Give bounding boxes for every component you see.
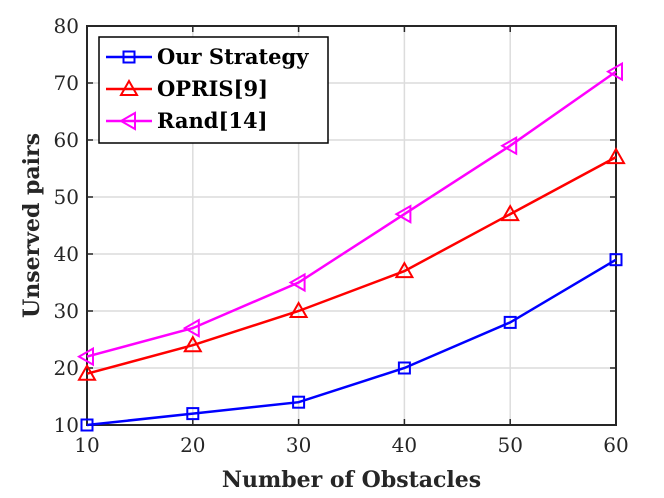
x-tick-label: 40 bbox=[392, 433, 417, 457]
data-point-marker bbox=[503, 315, 517, 329]
legend-label: OPRIS[9] bbox=[157, 76, 268, 101]
series-line bbox=[86, 258, 617, 427]
data-point-marker bbox=[397, 361, 411, 375]
series-1 bbox=[80, 253, 623, 432]
legend: Our Strategy OPRIS[9] Rand[14] bbox=[98, 36, 329, 144]
legend-label: Rand[14] bbox=[157, 108, 268, 133]
legend-entry: Our Strategy bbox=[106, 44, 309, 69]
data-point-marker bbox=[77, 363, 97, 381]
x-tick-label: 30 bbox=[286, 433, 311, 457]
data-point-marker bbox=[606, 147, 626, 165]
x-tick-label: 20 bbox=[180, 433, 205, 457]
x-tick-label: 50 bbox=[497, 433, 522, 457]
legend-items: Our Strategy OPRIS[9] Rand[14] bbox=[106, 44, 309, 133]
data-point-marker bbox=[80, 418, 94, 432]
x-tick-label: 10 bbox=[74, 433, 99, 457]
data-point-marker bbox=[186, 407, 200, 421]
legend-marker bbox=[118, 111, 136, 131]
series-line bbox=[86, 70, 617, 358]
data-point-marker bbox=[394, 261, 415, 279]
legend-entry: OPRIS[9] bbox=[106, 76, 268, 101]
y-tick-label: 50 bbox=[54, 185, 79, 209]
y-tick-label: 40 bbox=[54, 242, 79, 266]
legend-entry: Rand[14] bbox=[106, 108, 268, 133]
series-3 bbox=[76, 61, 623, 367]
data-point-marker bbox=[292, 395, 306, 409]
y-tick-label: 20 bbox=[54, 356, 79, 380]
series-group bbox=[76, 61, 626, 432]
series-2 bbox=[77, 147, 626, 381]
data-point-marker bbox=[76, 346, 94, 367]
x-tick-label: 60 bbox=[603, 433, 628, 457]
y-axis-label: Unserved pairs bbox=[19, 133, 45, 318]
data-point-marker bbox=[609, 253, 623, 267]
legend-marker bbox=[122, 50, 136, 64]
data-point-marker bbox=[500, 135, 518, 156]
data-point-marker bbox=[182, 318, 200, 338]
data-point-marker bbox=[183, 335, 203, 353]
y-tick-label: 10 bbox=[54, 413, 79, 437]
data-point-marker bbox=[394, 204, 412, 224]
y-tick-label: 80 bbox=[54, 14, 79, 38]
plot-frame bbox=[86, 25, 617, 426]
y-tick-label: 30 bbox=[54, 299, 79, 323]
legend-label: Our Strategy bbox=[157, 44, 309, 69]
axis-ticks: 10 20 30 40 50 60 10 20 30 40 50 60 70 80 bbox=[54, 14, 629, 457]
series-line bbox=[86, 155, 617, 375]
data-point-marker bbox=[605, 61, 623, 82]
data-point-marker bbox=[288, 272, 306, 293]
legend-marker bbox=[119, 78, 139, 96]
x-axis-label: Number of Obstacles bbox=[222, 467, 481, 493]
data-point-marker bbox=[288, 300, 309, 318]
data-point-marker bbox=[500, 204, 520, 222]
y-tick-label: 70 bbox=[54, 71, 79, 95]
y-tick-label: 60 bbox=[54, 128, 79, 152]
